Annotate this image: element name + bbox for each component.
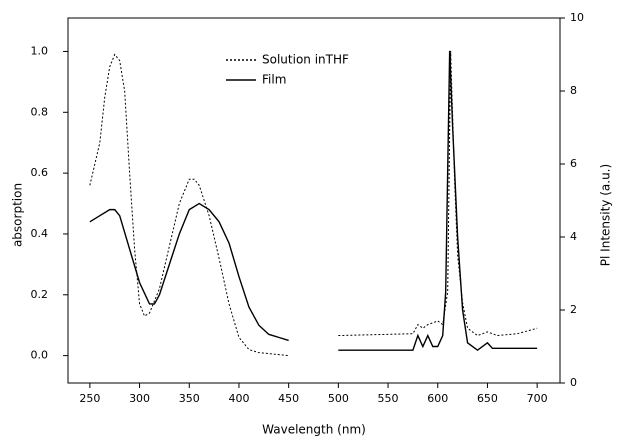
x-tick-label: 700 [527,392,548,405]
x-tick-label: 400 [228,392,249,405]
y-axis-label: absorption [11,183,25,247]
plot-frame [67,17,561,384]
x-tick-label: 650 [477,392,498,405]
x-tick-label: 300 [129,392,150,405]
y2-tick-label: 0 [570,376,577,389]
y-tick-label: 0.4 [31,227,49,240]
x-tick-label: 350 [179,392,200,405]
legend-label: Film [262,73,286,87]
y-tick-label: 0.0 [31,349,49,362]
x-tick-label: 600 [427,392,448,405]
y2-tick-label: 4 [570,230,577,243]
data-line [338,50,538,352]
data-line [338,50,538,337]
y-tick-label: 0.2 [31,288,49,301]
y2-tick-label: 8 [570,84,577,97]
y-tick-label: 0.6 [31,166,49,179]
data-line [89,53,289,357]
x-axis-label: Wavelength (nm) [262,423,366,437]
legend-label: Solution inTHF [262,53,349,67]
y2-tick-label: 2 [570,303,577,316]
y2-axis-label: Pl Intensity (a.u.) [599,164,613,266]
x-tick-label: 550 [378,392,399,405]
y-tick-label: 1.0 [31,44,49,57]
x-tick-label: 250 [79,392,100,405]
x-tick-label: 500 [328,392,349,405]
data-line [89,202,289,342]
y-tick-label: 0.8 [31,105,49,118]
y2-tick-label: 6 [570,157,577,170]
x-tick-label: 450 [278,392,299,405]
y2-tick-label: 10 [570,11,584,24]
